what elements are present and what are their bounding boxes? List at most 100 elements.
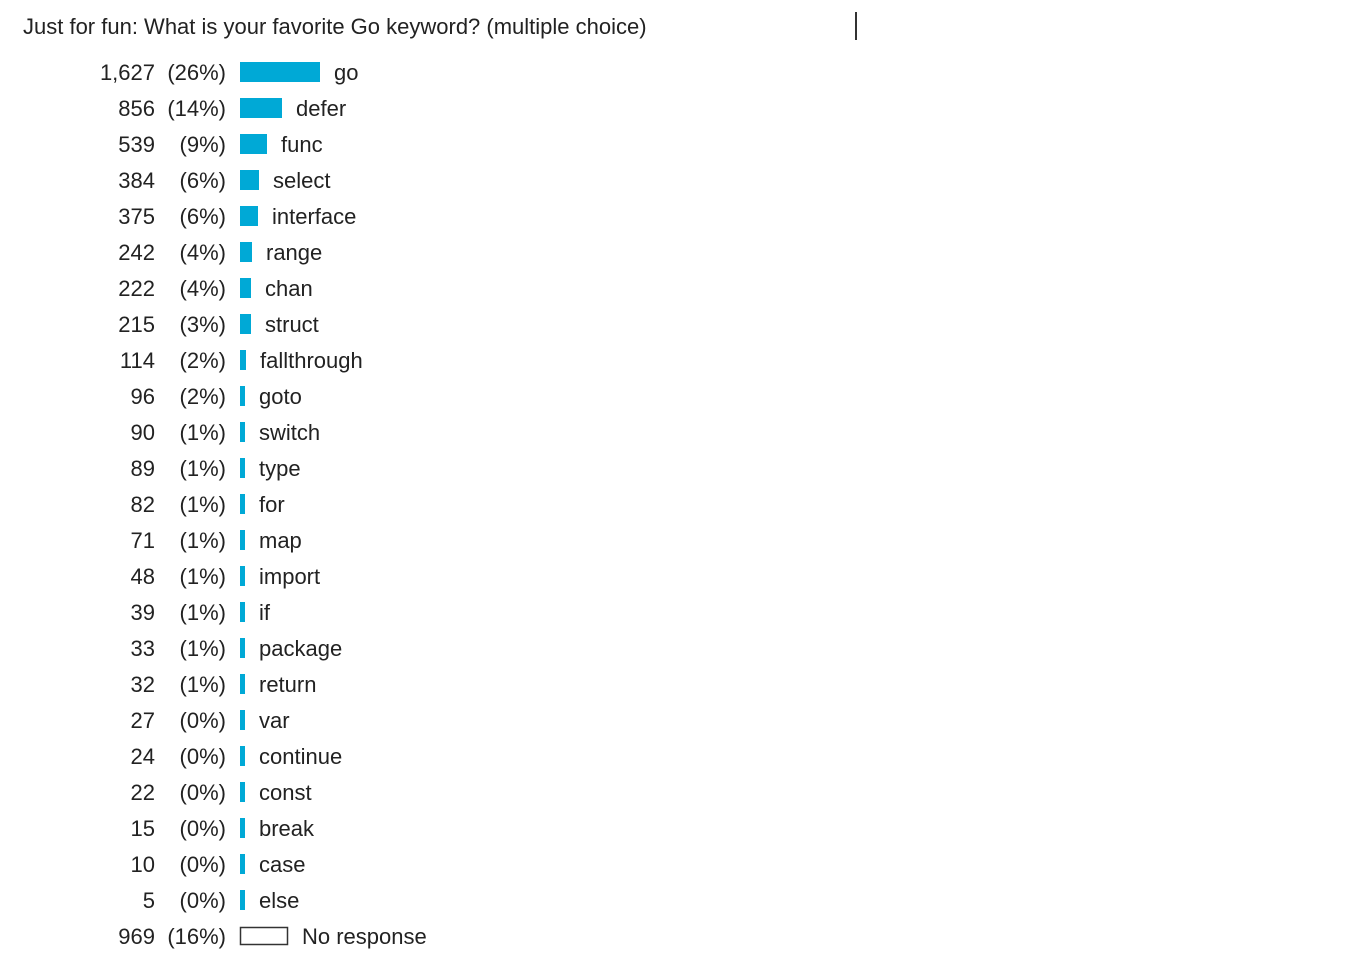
percent-label: (6%)	[180, 168, 226, 193]
bar	[240, 422, 245, 442]
bar-row-range: 242 (4%) range	[118, 240, 322, 265]
count-label: 27	[131, 708, 155, 733]
bar-row-defer: 856 (14%) defer	[118, 96, 346, 121]
count-label: 10	[131, 852, 155, 877]
count-label: 24	[131, 744, 155, 769]
percent-label: (9%)	[180, 132, 226, 157]
bar-row-select: 384 (6%) select	[118, 168, 330, 193]
bar	[240, 746, 245, 766]
bar	[240, 386, 245, 406]
bar	[240, 494, 245, 514]
category-label: const	[259, 780, 312, 805]
category-label: No response	[302, 924, 427, 949]
category-label: defer	[296, 96, 346, 121]
bar-row-interface: 375 (6%) interface	[118, 204, 356, 229]
bar-row-chan: 222 (4%) chan	[118, 276, 312, 301]
count-label: 215	[118, 312, 155, 337]
category-label: interface	[272, 204, 356, 229]
bar-row-for: 82 (1%) for	[131, 492, 285, 517]
category-label: func	[281, 132, 323, 157]
count-label: 384	[118, 168, 155, 193]
category-label: if	[259, 600, 271, 625]
category-label: var	[259, 708, 290, 733]
count-label: 39	[131, 600, 155, 625]
percent-label: (26%)	[167, 60, 226, 85]
bar	[240, 890, 245, 910]
bar-row-continue: 24 (0%) continue	[131, 744, 343, 769]
count-label: 32	[131, 672, 155, 697]
percent-label: (0%)	[180, 852, 226, 877]
bar-row-go: 1,627 (26%) go	[100, 60, 359, 85]
bar-row-goto: 96 (2%) goto	[131, 384, 302, 409]
count-label: 114	[120, 348, 155, 373]
category-label: for	[259, 492, 285, 517]
category-label: package	[259, 636, 342, 661]
category-label: switch	[259, 420, 320, 445]
count-label: 856	[118, 96, 155, 121]
percent-label: (1%)	[180, 528, 226, 553]
bar-row-else: 5 (0%) else	[143, 888, 300, 913]
category-label: return	[259, 672, 316, 697]
bar-row-var: 27 (0%) var	[131, 708, 290, 733]
bar-row-map: 71 (1%) map	[131, 528, 302, 553]
count-label: 242	[118, 240, 155, 265]
bar	[240, 674, 245, 694]
bar	[240, 278, 251, 298]
bar-row-switch: 90 (1%) switch	[131, 420, 321, 445]
bar	[240, 134, 267, 154]
bar	[240, 530, 245, 550]
percent-label: (4%)	[180, 240, 226, 265]
count-label: 33	[131, 636, 155, 661]
count-label: 5	[143, 888, 155, 913]
bar	[240, 170, 259, 190]
bar	[240, 638, 245, 658]
percent-label: (0%)	[180, 780, 226, 805]
count-label: 90	[131, 420, 155, 445]
category-label: map	[259, 528, 302, 553]
bar	[240, 710, 245, 730]
category-label: else	[259, 888, 299, 913]
count-label: 89	[131, 456, 155, 481]
percent-label: (0%)	[180, 816, 226, 841]
bar-row-const: 22 (0%) const	[131, 780, 312, 805]
bar	[240, 314, 251, 334]
count-label: 969	[118, 924, 155, 949]
percent-label: (2%)	[180, 384, 226, 409]
percent-label: (1%)	[180, 672, 226, 697]
bar	[240, 566, 245, 586]
text-cursor	[855, 12, 857, 40]
chart-title: Just for fun: What is your favorite Go k…	[23, 14, 647, 39]
bar	[240, 62, 320, 82]
count-label: 375	[118, 204, 155, 229]
bar	[240, 350, 246, 370]
percent-label: (16%)	[167, 924, 226, 949]
count-label: 539	[118, 132, 155, 157]
bar-row-return: 32 (1%) return	[131, 672, 317, 697]
bar-row-package: 33 (1%) package	[131, 636, 343, 661]
category-label: struct	[265, 312, 319, 337]
bar	[239, 926, 289, 946]
bar-row-case: 10 (0%) case	[131, 852, 306, 877]
bar	[240, 206, 258, 226]
category-label: case	[259, 852, 305, 877]
percent-label: (14%)	[167, 96, 226, 121]
percent-label: (4%)	[180, 276, 226, 301]
count-label: 71	[131, 528, 155, 553]
category-label: type	[259, 456, 301, 481]
bar	[240, 98, 282, 118]
bar-row-func: 539 (9%) func	[118, 132, 322, 157]
count-label: 15	[131, 816, 155, 841]
category-label: break	[259, 816, 315, 841]
percent-label: (1%)	[180, 492, 226, 517]
count-label: 48	[131, 564, 155, 589]
bar	[240, 242, 252, 262]
bar-row-if: 39 (1%) if	[131, 600, 271, 625]
percent-label: (3%)	[180, 312, 226, 337]
percent-label: (1%)	[180, 600, 226, 625]
bar	[240, 818, 245, 838]
count-label: 222	[118, 276, 155, 301]
percent-label: (1%)	[180, 420, 226, 445]
percent-label: (1%)	[180, 456, 226, 481]
